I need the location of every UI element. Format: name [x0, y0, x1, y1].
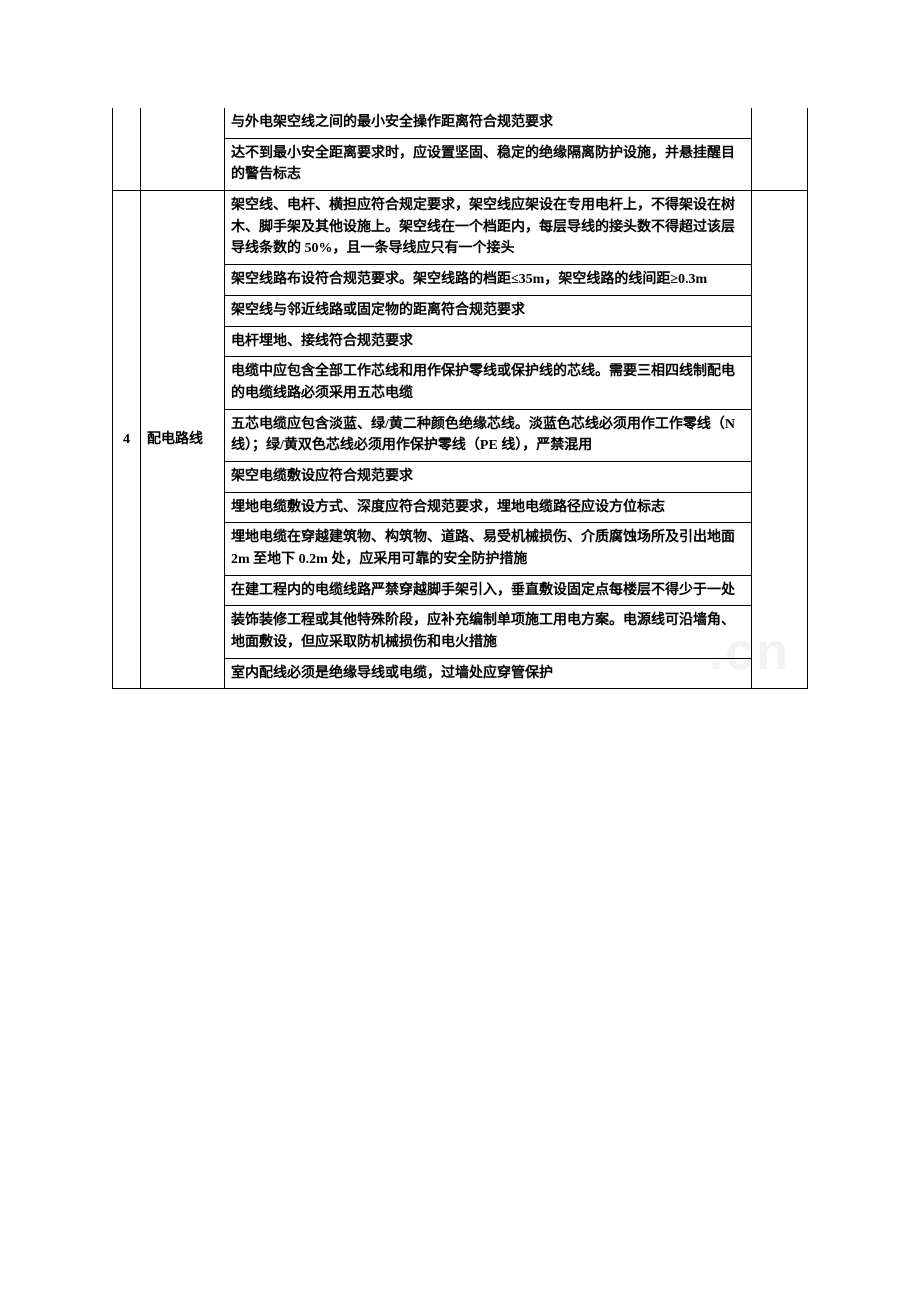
- content-cell: 达不到最小安全距离要求时，应设置坚固、稳定的绝缘隔离防护设施，并悬挂醒目的警告标…: [225, 138, 752, 190]
- table-row: 4配电路线架空线、电杆、横担应符合规定要求，架空线应架设在专用电杆上，不得架设在…: [113, 191, 808, 265]
- content-cell: 架空线、电杆、横担应符合规定要求，架空线应架设在专用电杆上，不得架设在树木、脚手…: [225, 191, 752, 265]
- empty-cell: [752, 191, 808, 689]
- page-container: 与外电架空线之间的最小安全操作距离符合规范要求达不到最小安全距离要求时，应设置坚…: [0, 0, 920, 689]
- row-number-cell: 4: [113, 191, 141, 689]
- requirements-table: 与外电架空线之间的最小安全操作距离符合规范要求达不到最小安全距离要求时，应设置坚…: [112, 108, 808, 689]
- table-row: 与外电架空线之间的最小安全操作距离符合规范要求: [113, 108, 808, 138]
- content-cell: 埋地电缆在穿越建筑物、构筑物、道路、易受机械损伤、介质腐蚀场所及引出地面 2m …: [225, 523, 752, 575]
- content-cell: 埋地电缆敷设方式、深度应符合规范要求，埋地电缆路径应设方位标志: [225, 492, 752, 523]
- content-cell: 五芯电缆应包含淡蓝、绿/黄二种颜色绝缘芯线。淡蓝色芯线必须用作工作零线（N 线）…: [225, 409, 752, 461]
- content-cell: 室内配线必须是绝缘导线或电缆，过墙处应穿管保护: [225, 658, 752, 689]
- content-cell: 架空电缆敷设应符合规范要求: [225, 461, 752, 492]
- empty-cell: [752, 108, 808, 191]
- content-cell: 架空线与邻近线路或固定物的距离符合规范要求: [225, 295, 752, 326]
- content-cell: 装饰装修工程或其他特殊阶段，应补充编制单项施工用电方案。电源线可沿墙角、地面敷设…: [225, 606, 752, 658]
- row-number-cell: [113, 108, 141, 191]
- content-cell: 与外电架空线之间的最小安全操作距离符合规范要求: [225, 108, 752, 138]
- content-cell: 架空线路布设符合规范要求。架空线路的档距≤35m，架空线路的线间距≥0.3m: [225, 265, 752, 296]
- category-cell: [141, 108, 225, 191]
- content-cell: 电杆埋地、接线符合规范要求: [225, 326, 752, 357]
- content-cell: 电缆中应包含全部工作芯线和用作保护零线或保护线的芯线。需要三相四线制配电的电缆线…: [225, 357, 752, 409]
- category-cell: 配电路线: [141, 191, 225, 689]
- content-cell: 在建工程内的电缆线路严禁穿越脚手架引入，垂直敷设固定点每楼层不得少于一处: [225, 575, 752, 606]
